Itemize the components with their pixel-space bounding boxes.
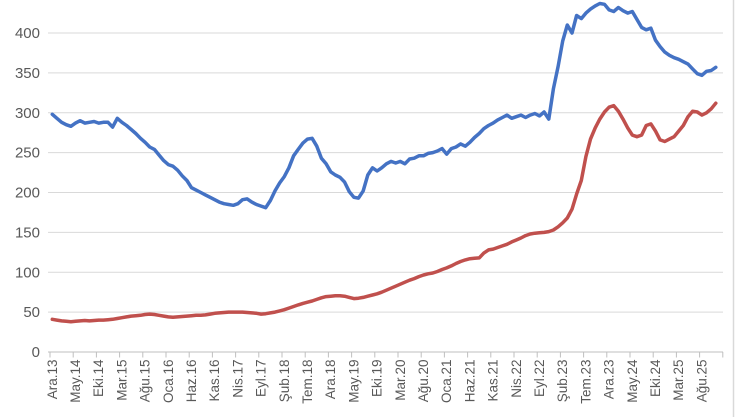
x-axis-tick-label: Eki.24 xyxy=(648,359,663,397)
x-axis-tick-label: Ara.18 xyxy=(323,360,338,400)
y-axis-tick-label: 300 xyxy=(15,105,40,122)
x-axis-tick-label: Eki.19 xyxy=(370,360,385,398)
y-axis-tick-label: 400 xyxy=(15,25,40,42)
x-axis-tick-label: Oca.21 xyxy=(439,360,454,404)
x-axis-tick-label: Mar.25 xyxy=(671,360,686,401)
x-axis-tick-label: Kas.16 xyxy=(207,360,222,402)
x-axis-tick-label: May.14 xyxy=(68,359,83,403)
series-line-red xyxy=(50,101,718,324)
x-axis-tick-label: May.19 xyxy=(346,360,361,403)
x-axis-tick-label: Oca.16 xyxy=(161,360,176,404)
x-axis-tick-label: Haz.16 xyxy=(184,360,199,403)
y-axis-tick-label: 0 xyxy=(32,344,40,361)
y-axis-tick-label: 250 xyxy=(15,145,40,162)
y-axis-tick-label: 200 xyxy=(15,185,40,202)
x-axis-tick-label: Ağu.20 xyxy=(416,360,431,403)
x-axis-tick-label: May.24 xyxy=(625,359,640,403)
y-axis-tick-label: 100 xyxy=(15,264,40,281)
x-axis-tick-label: Haz.21 xyxy=(462,360,477,403)
x-axis-tick-label: Tem.23 xyxy=(578,360,593,404)
x-axis-tick-label: Kas.21 xyxy=(486,359,501,401)
x-axis-tick-label: Ara.13 xyxy=(45,360,60,400)
x-axis-tick-label: Eki.14 xyxy=(91,359,106,397)
x-axis-tick-label: Ağu.15 xyxy=(138,360,153,403)
x-axis-tick-label: Eyl.17 xyxy=(254,360,269,398)
x-axis-tick-label: Ağu.25 xyxy=(694,360,709,403)
x-axis-tick-label: Nis.22 xyxy=(509,360,524,398)
x-axis-tick-label: Nis.17 xyxy=(230,360,245,398)
y-axis-tick-label: 50 xyxy=(23,304,40,321)
x-axis-tick-label: Mar.15 xyxy=(114,360,129,401)
x-axis-tick-label: Şub.18 xyxy=(277,360,292,403)
x-axis-tick-label: Ara.23 xyxy=(602,360,617,400)
series-line-blue xyxy=(50,1,718,210)
x-axis-tick-label: Şub.23 xyxy=(555,360,570,403)
y-axis-tick-label: 150 xyxy=(15,224,40,241)
x-axis-tick-label: Mar.20 xyxy=(393,360,408,401)
y-axis-tick-label: 350 xyxy=(15,65,40,82)
x-axis-tick-label: Tem.18 xyxy=(300,360,315,404)
x-axis-tick-label: Eyl.22 xyxy=(532,360,547,398)
